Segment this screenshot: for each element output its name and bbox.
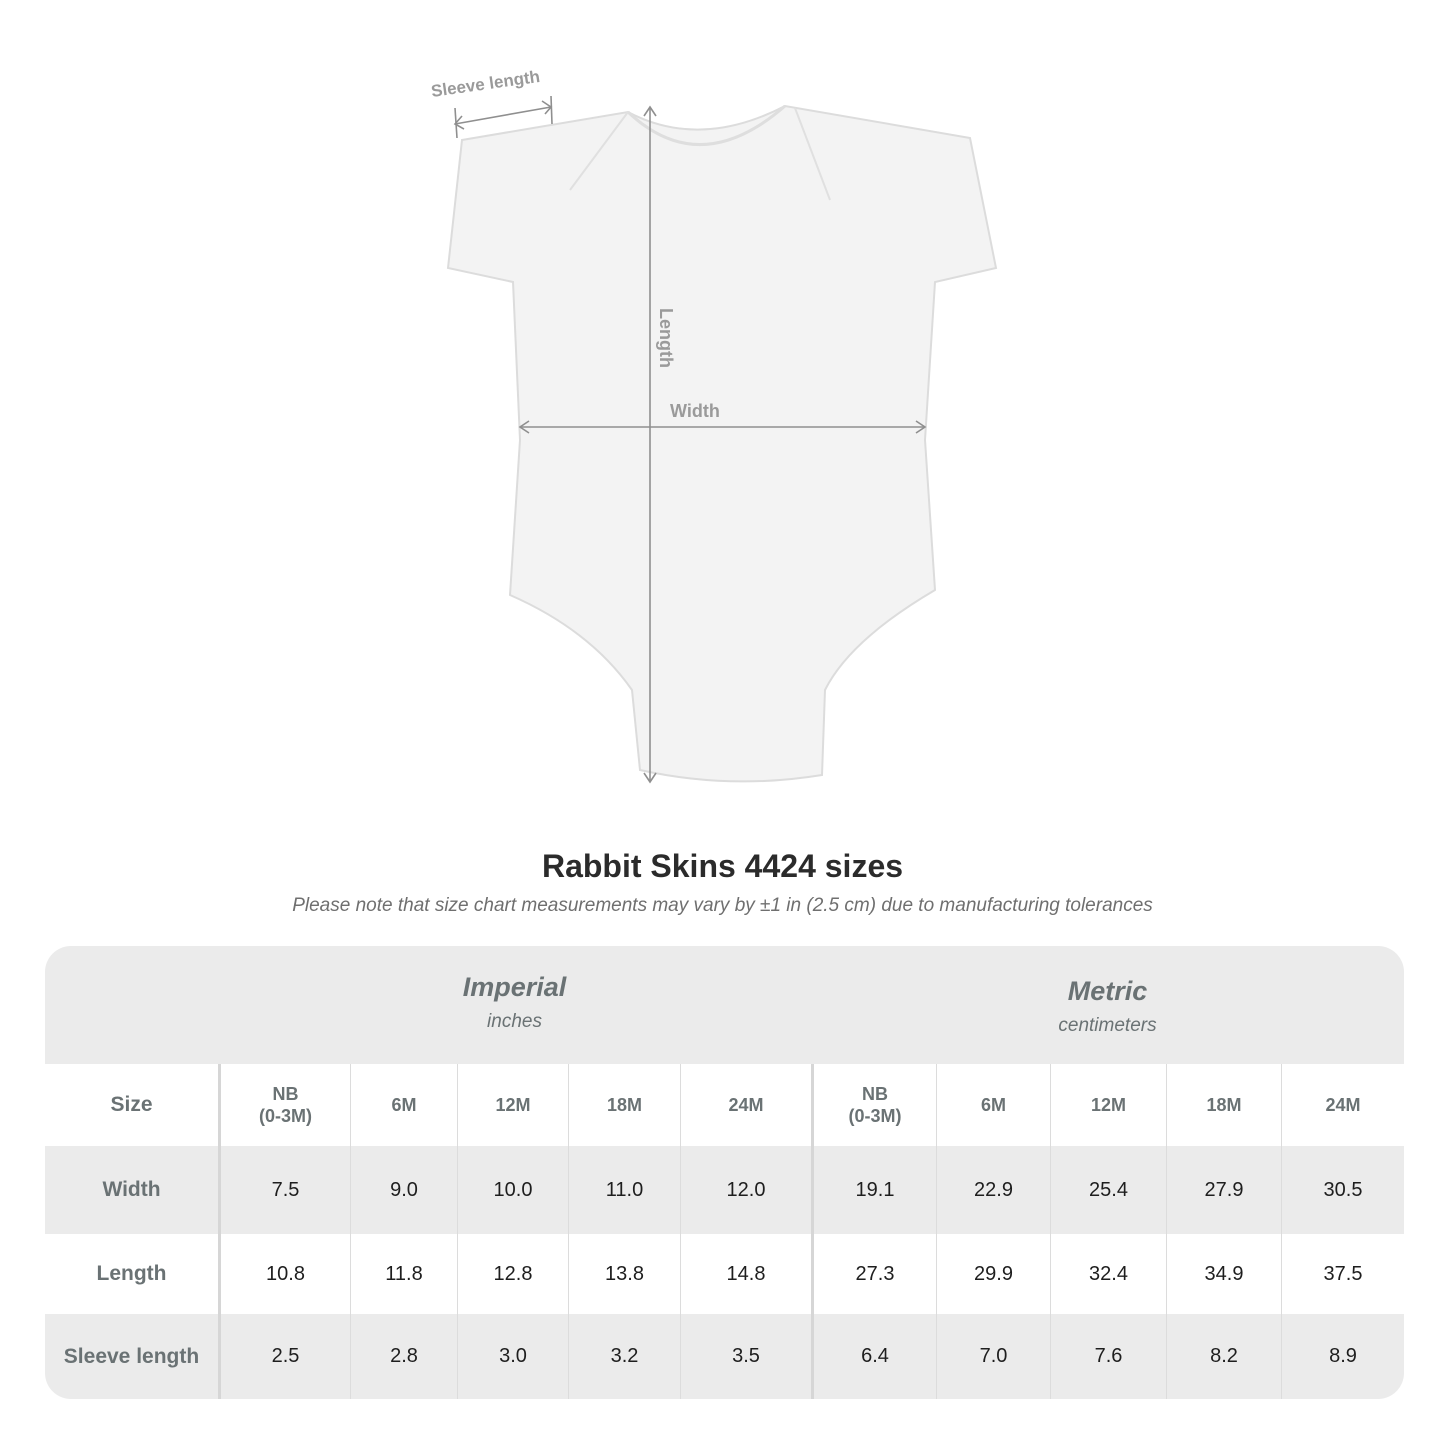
onesie-diagram: Sleeve length Length Width (430, 67, 998, 784)
chart-title: Rabbit Skins 4424 sizes (541, 848, 904, 884)
row-label: Length (96, 1262, 167, 1285)
value-cell: 12.8 (457, 1234, 568, 1314)
value-cell: 7.0 (936, 1314, 1050, 1399)
value-cell: 10.8 (218, 1234, 350, 1314)
value-cell: 3.0 (457, 1314, 568, 1399)
imperial-unit: inches (487, 1011, 542, 1032)
table-row: Sleeve length 2.5 2.8 3.0 3.2 3.5 6.4 7.0 7.6 8.2… (45, 1314, 1404, 1399)
value-cell: 11.8 (350, 1234, 457, 1314)
value-cell: 30.5 (1281, 1146, 1404, 1234)
value-cell: 10.0 (457, 1146, 568, 1234)
row-label: Width (102, 1178, 161, 1201)
size-header: 12M (1050, 1064, 1166, 1146)
row-label: Sleeve length (63, 1344, 200, 1368)
value-cell: 7.5 (218, 1146, 350, 1234)
tolerance-note: Please note that size chart measurements… (292, 895, 1153, 916)
width-label: Width (670, 401, 720, 421)
sleeve-label: Sleeve length (430, 67, 541, 101)
imperial-header: Imperial inches (218, 972, 811, 1033)
table-row: Length 10.8 11.8 12.8 13.8 14.8 27.3 29.9 32.4 34… (45, 1234, 1404, 1314)
table-row: Width 7.5 9.0 10.0 11.0 12.0 19.1 22.9 25.4 27.9 3… (45, 1146, 1404, 1234)
size-header: 24M (680, 1064, 811, 1146)
size-header: NB (0-3M) (811, 1064, 936, 1146)
unit-header-band (45, 946, 1404, 1064)
value-cell: 29.9 (936, 1234, 1050, 1314)
value-cell: 11.0 (568, 1146, 680, 1234)
value-cell: 12.0 (680, 1146, 811, 1234)
value-cell: 27.9 (1166, 1146, 1281, 1234)
value-cell: 3.2 (568, 1314, 680, 1399)
value-cell: 22.9 (936, 1146, 1050, 1234)
value-cell: 2.5 (218, 1314, 350, 1399)
size-header: 6M (350, 1064, 457, 1146)
sleeve-arrow (454, 106, 552, 125)
value-cell: 37.5 (1281, 1234, 1404, 1314)
size-table: Imperial inches Metric centimeters Size N… (45, 946, 1404, 1399)
value-cell: 34.9 (1166, 1234, 1281, 1314)
value-cell: 2.8 (350, 1314, 457, 1399)
size-header: 6M (936, 1064, 1050, 1146)
value-cell: 9.0 (350, 1146, 457, 1234)
length-label: Length (656, 308, 676, 368)
value-cell: 25.4 (1050, 1146, 1166, 1234)
value-cell: 6.4 (811, 1314, 936, 1399)
value-cell: 19.1 (811, 1146, 936, 1234)
value-cell: 3.5 (680, 1314, 811, 1399)
imperial-title: Imperial (462, 972, 567, 1002)
metric-unit: centimeters (1058, 1015, 1157, 1036)
value-cell: 32.4 (1050, 1234, 1166, 1314)
size-header: 18M (1166, 1064, 1281, 1146)
value-cell: 14.8 (680, 1234, 811, 1314)
size-header: 12M (457, 1064, 568, 1146)
value-cell: 7.6 (1050, 1314, 1166, 1399)
size-header: 18M (568, 1064, 680, 1146)
row-label: Size (110, 1093, 153, 1116)
size-header-row: Size NB (0-3M) 6M 12M 18M 24M NB (0-3M) 6M 12M 18… (45, 1064, 1404, 1146)
value-cell: 27.3 (811, 1234, 936, 1314)
size-header: 24M (1281, 1064, 1404, 1146)
value-cell: 8.9 (1281, 1314, 1404, 1399)
value-cell: 13.8 (568, 1234, 680, 1314)
metric-title: Metric (1067, 976, 1148, 1006)
value-cell: 8.2 (1166, 1314, 1281, 1399)
metric-header: Metric centimeters (811, 976, 1404, 1037)
size-header: NB (0-3M) (218, 1064, 350, 1146)
onesie-image (446, 104, 998, 783)
